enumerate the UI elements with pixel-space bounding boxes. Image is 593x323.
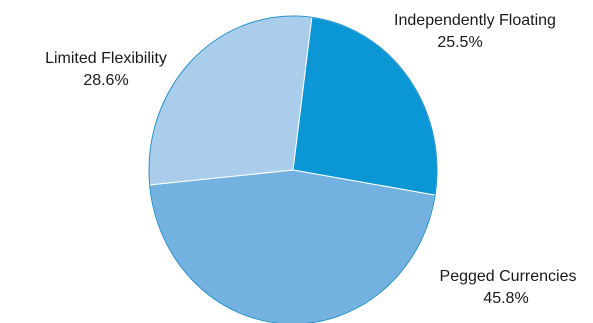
label-independently-floating-value: 25.5% <box>437 34 482 51</box>
slice-independently-floating <box>292 16 438 196</box>
pie-outline <box>148 15 438 323</box>
label-pegged-currencies-value: 45.8% <box>483 290 528 307</box>
pie-slices <box>148 15 438 323</box>
label-independently-floating-name: Independently Floating <box>394 12 556 29</box>
label-limited-flexibility-name: Limited Flexibility <box>45 50 167 67</box>
label-pegged-currencies-name: Pegged Currencies <box>440 268 577 285</box>
slice-pegged-currencies <box>149 169 436 323</box>
slice-limited-flexibility <box>148 15 313 186</box>
label-limited-flexibility-value: 28.6% <box>83 72 128 89</box>
